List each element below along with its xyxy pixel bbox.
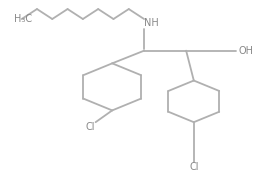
Text: Cl: Cl: [85, 122, 95, 132]
Text: H₃C: H₃C: [14, 14, 32, 24]
Text: Cl: Cl: [188, 162, 198, 172]
Text: NH: NH: [144, 18, 158, 28]
Text: OH: OH: [237, 46, 252, 56]
